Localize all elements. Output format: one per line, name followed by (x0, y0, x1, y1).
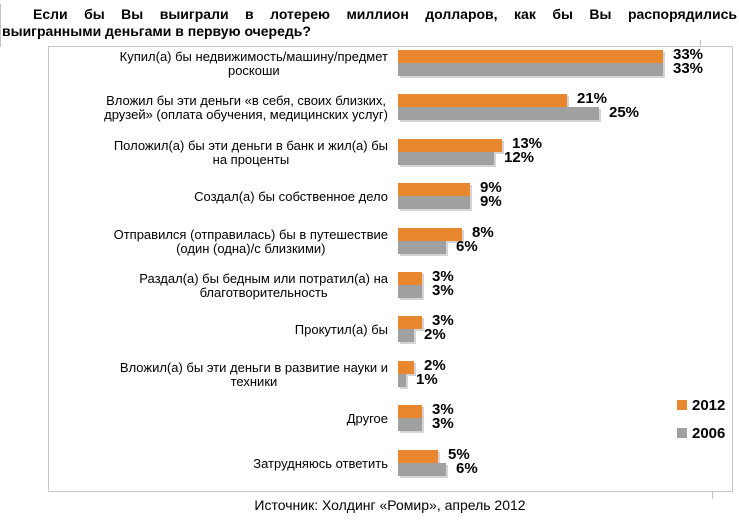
value-label-2006: 25% (609, 104, 640, 121)
value-label-2012: 8% (472, 224, 494, 241)
chart-row: Прокутил(а) бы 3% 2% (48, 312, 731, 356)
category-label-text: Создал(а) бы собственное дело (194, 188, 388, 204)
bar-2006 (398, 374, 406, 387)
value-label-2006: 3% (432, 415, 454, 432)
legend-label-2012: 2012 (692, 396, 726, 414)
bar-2012 (398, 272, 422, 285)
category-label: Положил(а) бы эти деньги в банк и жил(а)… (48, 135, 393, 171)
bar-2006 (398, 418, 422, 431)
value-label-2012: 33% (673, 46, 704, 63)
category-label: Другое (48, 401, 393, 437)
bar-2006 (398, 152, 494, 165)
value-label-2012: 21% (577, 90, 608, 107)
chart-row: Раздал(а) бы бедным или потратил(а) на б… (48, 268, 731, 312)
chart-row: Вложил(а) бы эти деньги в развитие науки… (48, 357, 731, 401)
legend-item-2006: 2006 (677, 424, 726, 442)
category-label-text: Другое (346, 410, 388, 426)
category-label: Вложил бы эти деньги «в себя, своих близ… (48, 90, 393, 126)
source-caption: Источник: Холдинг «Ромир», апрель 2012 (254, 497, 526, 513)
chart-row: Другое 3% 3% (48, 401, 731, 445)
category-label: Вложил(а) бы эти деньги в развитие науки… (48, 357, 393, 393)
value-label-2012: 13% (512, 135, 543, 152)
bar-2006 (398, 63, 663, 76)
chart-legend: 2012 2006 (677, 397, 725, 453)
category-label: Отправился (отправилась) бы в путешестви… (48, 224, 393, 260)
category-label: Раздал(а) бы бедным или потратил(а) на б… (48, 268, 393, 304)
category-label-text: Вложил бы эти деньги «в себя, своих близ… (104, 92, 388, 122)
legend-item-2012: 2012 (677, 396, 726, 414)
value-label-2012: 3% (432, 401, 454, 418)
bar-2012 (398, 450, 438, 463)
bar-2006 (398, 196, 470, 209)
top-axis-tick (700, 40, 701, 47)
legend-swatch-2006 (677, 428, 687, 438)
bar-2012 (398, 183, 470, 196)
category-label-text: Положил(а) бы эти деньги в банк и жил(а)… (113, 137, 388, 167)
value-label-2006: 3% (432, 282, 454, 299)
bar-2006 (398, 241, 446, 254)
chart-row: Купил(а) бы недвижимость/машину/предмет … (48, 46, 731, 90)
left-edge-line (0, 4, 1, 47)
value-label-2012: 3% (432, 268, 454, 285)
value-label-2006: 6% (456, 460, 478, 477)
chart-row: Вложил бы эти деньги «в себя, своих близ… (48, 90, 731, 134)
category-label-text: Отправился (отправилась) бы в путешестви… (113, 226, 388, 256)
value-label-2006: 9% (480, 193, 502, 210)
bar-2012 (398, 405, 422, 418)
category-label-text: Затрудняюсь ответить (253, 455, 388, 471)
legend-swatch-2012 (677, 400, 687, 410)
category-label-text: Раздал(а) бы бедным или потратил(а) на б… (139, 270, 388, 300)
bar-2006 (398, 285, 422, 298)
value-label-2012: 9% (480, 179, 502, 196)
bottom-axis-tick (712, 491, 713, 499)
chart-title: Если бы Вы выиграли в лотерею миллион до… (2, 6, 737, 40)
bar-2012 (398, 139, 502, 152)
value-label-2012: 5% (448, 446, 470, 463)
bar-2012 (398, 361, 414, 374)
bar-2012 (398, 50, 663, 63)
bar-2006 (398, 463, 446, 476)
bar-rows: Купил(а) бы недвижимость/машину/предмет … (48, 46, 731, 490)
bar-2006 (398, 107, 599, 120)
category-label-text: Вложил(а) бы эти деньги в развитие науки… (119, 359, 388, 389)
category-label-text: Купил(а) бы недвижимость/машину/предмет … (119, 48, 388, 78)
value-label-2012: 3% (432, 312, 454, 329)
bar-2012 (398, 94, 567, 107)
legend-label-2006: 2006 (692, 424, 726, 442)
category-label: Купил(а) бы недвижимость/машину/предмет … (48, 46, 393, 82)
category-label: Затрудняюсь ответить (48, 446, 393, 482)
chart-title-line2: выигранными деньгами в первую очередь? (2, 23, 311, 39)
value-label-2006: 12% (504, 149, 535, 166)
chart-row: Затрудняюсь ответить 5% 6% (48, 446, 731, 490)
bar-2012 (398, 316, 422, 329)
category-label-text: Прокутил(а) бы (294, 321, 388, 337)
value-label-2006: 6% (456, 238, 478, 255)
chart-row: Положил(а) бы эти деньги в банк и жил(а)… (48, 135, 731, 179)
bar-2006 (398, 329, 414, 342)
chart-row: Создал(а) бы собственное дело 9% 9% (48, 179, 731, 223)
plot-area (48, 46, 733, 492)
value-label-2012: 2% (424, 357, 446, 374)
category-label: Создал(а) бы собственное дело (48, 179, 393, 215)
category-label: Прокутил(а) бы (48, 312, 393, 348)
value-label-2006: 33% (673, 60, 704, 77)
chart-row: Отправился (отправилась) бы в путешестви… (48, 224, 731, 268)
value-label-2006: 1% (416, 371, 438, 388)
value-label-2006: 2% (424, 326, 446, 343)
chart-title-line1: Если бы Вы выиграли в лотерею миллион до… (33, 6, 737, 22)
bar-2012 (398, 228, 462, 241)
